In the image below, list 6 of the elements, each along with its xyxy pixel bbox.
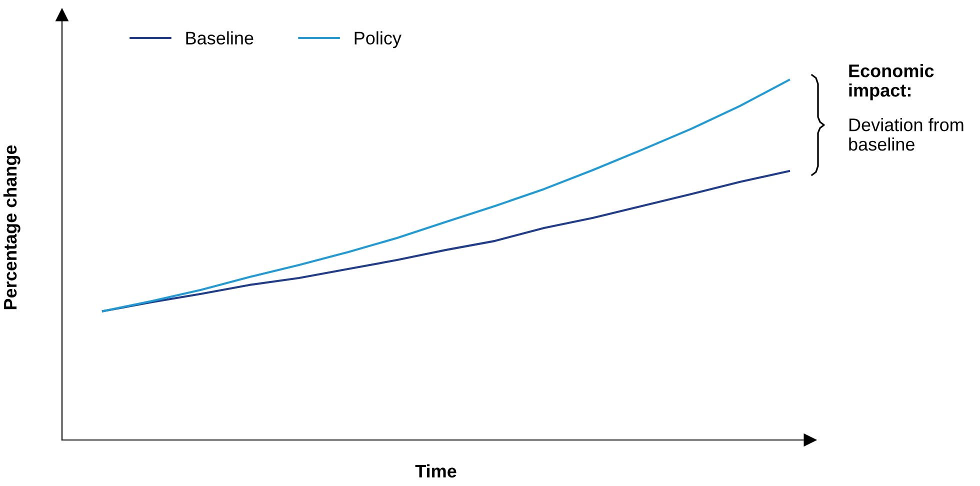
x-axis-title: Time <box>415 464 456 478</box>
y-axis-title: Percentage change <box>3 145 20 310</box>
text: Economic impact: <box>849 64 934 100</box>
legend-label: Baseline <box>186 31 254 45</box>
text: Deviation from baseline <box>849 118 964 151</box>
legend-label: Policy <box>354 31 402 48</box>
